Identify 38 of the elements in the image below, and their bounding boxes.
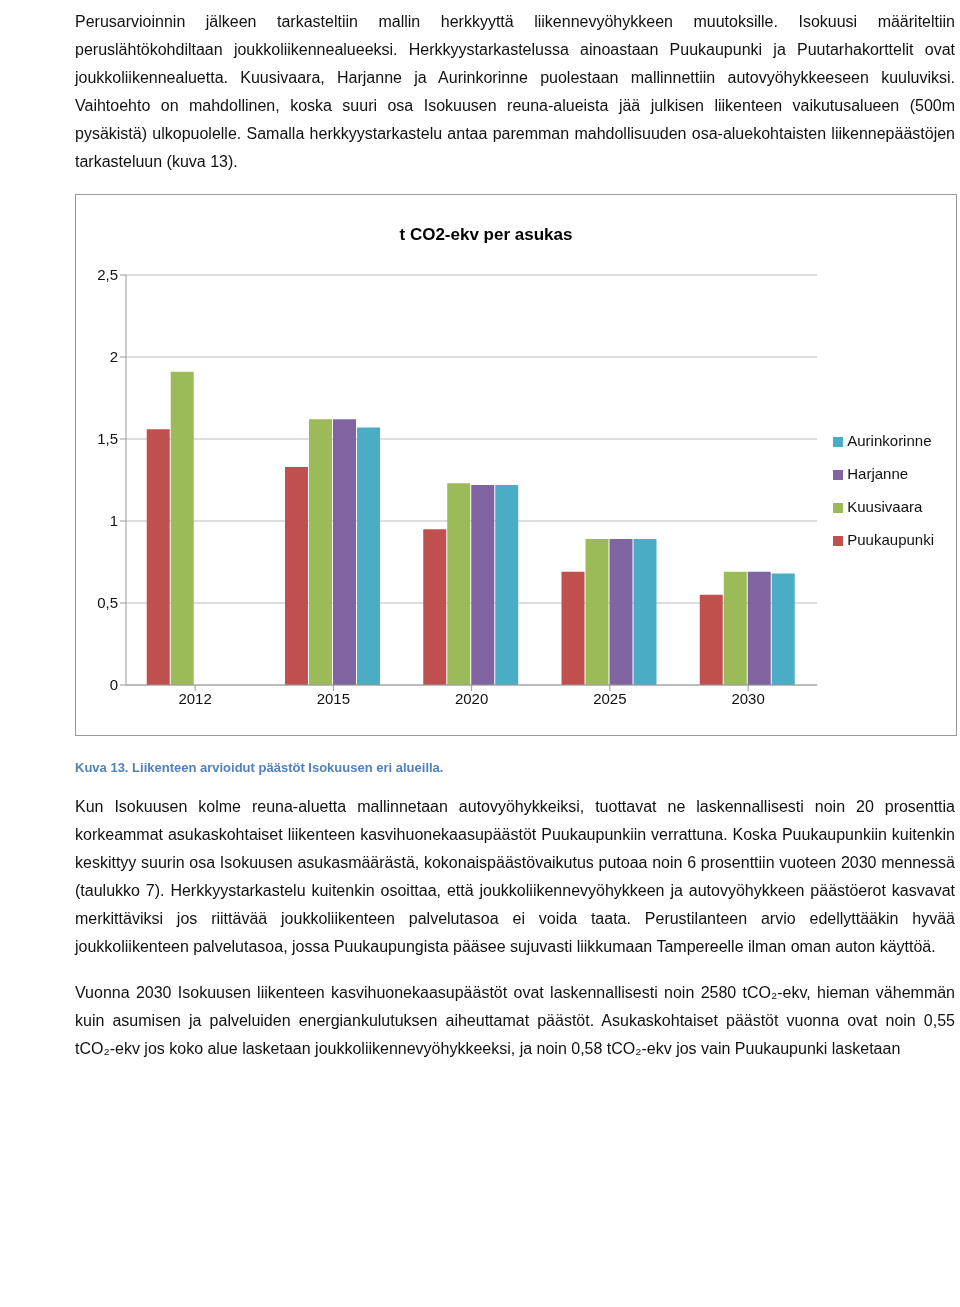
y-tick-label: 2,5 [97,266,118,284]
bar [633,539,657,685]
y-tick-label: 2 [109,348,118,366]
legend-label: Puukaupunki [847,531,934,548]
bar [332,419,356,685]
bar [609,539,633,685]
text: Kuva 13. Liikenteen arvioidut päästöt Isokuusen eri alueilla. [75,760,445,775]
bar [723,571,747,685]
bar [170,371,194,685]
x-tick-label: 2030 [731,689,765,707]
bar [471,484,495,685]
text: Perusarvioinnin jälkeen tarkasteltiin mallin herkkyyttä liikennevyöhykkeen muutoksille. Isokuusi määriteltiin peruslähtökohdiltaan joukkoliikennealueeksi. Herkkyystarkastelussa ainoastaan Puukaupunki ja Puutarhakorttelit ovat joukkoliikennealuetta. Kuusivaara, Harjanne ja Aurinkorinne puolestaan mallinnettiin autovyöhykkeeseen kuuluviksi. Vaihtoehto on mahdollinen, koska suuri osa Isokuusen reuna-alueista jää julkisen liikenteen vaikutusalueen (500m pysäkistä) ulkopuolelle. Samalla herkkyystarkastelu antaa paremman mahdollisuuden osa-aluekohtaisten liikennepäästöjen tarkasteluun (kuva 13). [75,12,955,172]
bar [284,466,308,685]
y-tick-label: 1 [109,512,118,530]
x-tick-label: 2025 [593,689,627,707]
x-tick-label: 2015 [316,689,351,707]
y-tick-label: 0,5 [97,594,118,612]
chart-title: t CO2-ekv per asukas [398,225,574,245]
y-tick-label: 0 [109,676,118,694]
text: Kun Isokuusen kolme reuna-aluetta mallinnetaan autovyöhykkeiksi, tuottavat ne laskennallisesti noin 20 prosenttia korkeammat asukaskohtaiset liikenteen kasvihuonekaasupäästöt Puukaupunkiin verrattuna. Koska Puukaupunkiin kuitenkin keskittyy suurin osa Isokuusen asukasmäärästä, kokonaispäästövaikutus putoaa noin 6 prosenttiin vuoteen 2030 mennessä (taulukko 7). Herkkyystarkastelu kuitenkin osoittaa, että joukkoliikennevyöhykkeen ja autovyöhykkeen päästöerot kasvavat merkittäviksi jos riittävää joukkoliikenteen palvelutasoa ei voida taata. Perustilanteen arvio edellyttääkin hyvää joukkoliikenteen palvelutasoa, jossa Puukaupungista pääsee sujuvasti liikkumaan Tampereelle ilman oman auton käyttöä. [75,797,955,957]
bar [447,483,471,685]
bar [747,571,771,685]
text: Vuonna 2030 Isokuusen liikenteen kasvihuonekaasupäästöt ovat laskennallisesti noin 2580 tCO₂-ekv, hieman vähemmän kuin asumisen ja palveluiden energiankulutuksen aiheuttamat päästöt. Asukaskohtaiset päästöt vuonna ovat noin 0,55 tCO₂-ekv jos koko alue lasketaan joukkoliikennevyöhykkeeksi, ja noin 0,58 tCO₂-ekv jos vain Puukaupunki lasketaan [75,983,955,1059]
x-tick-label: 2012 [178,689,212,707]
y-tick-label: 1,5 [97,430,118,448]
bar [356,427,380,685]
bar [495,484,519,685]
bar [561,571,585,685]
x-tick-label: 2020 [454,689,489,707]
legend-label: Harjanne [847,465,909,482]
legend-label: Aurinkorinne [847,432,932,449]
bar [423,529,447,685]
bar [146,429,170,685]
bar [585,539,609,685]
bar [699,594,723,685]
bar [771,573,795,685]
legend-label: Kuusivaara [847,498,923,515]
bar [308,419,332,685]
